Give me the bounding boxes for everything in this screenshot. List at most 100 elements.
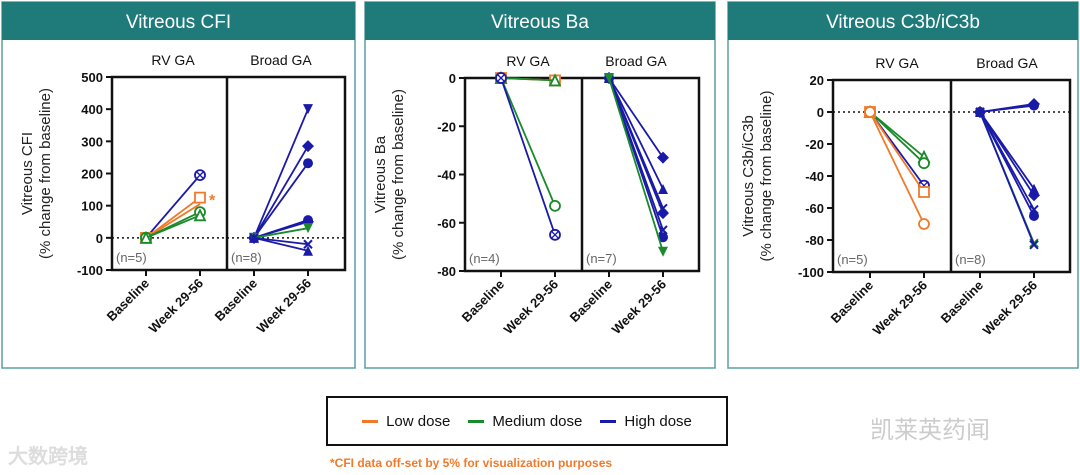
plot-area [110,75,347,272]
marker-dot [658,232,668,243]
marker-cross [551,231,559,239]
data-series [249,232,313,256]
legend-swatch-low [362,419,379,423]
data-series [145,203,201,239]
series-line [253,162,309,239]
y-tick-label: -80 [437,264,456,279]
marker-x [303,239,313,249]
data-series [604,73,668,257]
series-line [608,77,664,159]
marker-diamond [657,151,669,164]
y-axis-label: Vitreous CFI [19,132,36,215]
y-tick-label: -60 [437,216,456,231]
marker-triangle [548,73,562,87]
data-series [139,208,207,244]
y-tick-label: 100 [81,199,103,214]
group-label: Broad GA [976,55,1038,71]
marker-diamond [1028,189,1040,202]
marker-diamond [302,140,314,153]
watermark-right: 凯莱英药闻 [870,417,990,444]
y-axis-label: Vitreous C3b/iC3b [740,115,757,236]
series-line [253,108,309,239]
series-line [145,174,201,239]
legend-label: Medium dose [492,412,583,430]
data-series [975,107,1039,250]
series-line [869,111,925,225]
panel-frame [1,1,356,369]
panel-frame [364,1,716,369]
panel-header [2,2,355,40]
chart-title: Vitreous C3b/iC3b [826,12,980,33]
footnote: *CFI data off-set by 5% for visualizatio… [330,456,613,470]
series-line [253,236,309,246]
marker-cross [196,171,204,179]
legend-label: Low dose [386,412,451,430]
legend-swatch-medium [468,419,485,423]
marker-circle [864,106,876,118]
marker-x [1029,240,1039,250]
marker-dot [1029,100,1039,111]
y-tick-label: 200 [81,167,103,182]
y-tick-label: 400 [81,102,103,117]
y-tick-label: -100 [77,263,103,278]
y-axis-label-units: (% change from baseline) [758,91,775,262]
marker-triangle-filled [658,183,668,194]
series-line [500,77,556,236]
marker-triangle [193,208,207,222]
marker-triangle-down [303,104,313,115]
y-tick-label: 0 [449,71,456,86]
series-line [253,236,309,252]
series-line [253,227,309,239]
series-line [869,111,925,193]
group-label: Broad GA [250,52,312,68]
watermark-left: 大数跨境 [8,446,88,468]
group-label: RV GA [506,53,550,69]
panel-header [365,2,715,40]
series-line [500,77,556,82]
y-tick-label: -20 [437,119,456,134]
marker-triangle-down [303,223,313,234]
sample-size: (n=5) [837,252,868,267]
series-line [869,111,925,164]
group-label: RV GA [875,55,919,71]
charts: Vitreous CFI Vitreous CFI (% change from b… [1,1,1079,369]
marker-triangle [139,230,153,244]
legend: Low dose Medium dose High dose [326,396,728,446]
legend-high: High dose [600,413,692,430]
y-tick-label: 0 [96,231,103,246]
series-line [145,196,201,239]
marker-circle [918,218,930,230]
marker-triangle-down [604,73,614,83]
series-line [608,77,664,214]
marker-cross [497,74,505,82]
series-line [253,145,309,239]
series-line [979,104,1035,113]
y-axis-label-units: (% change from baseline) [390,89,407,260]
series-line [979,111,1035,196]
series-line [145,203,201,239]
chart-title: Vitreous Ba [491,12,589,33]
marker-square [194,191,206,204]
marker-square [918,186,930,198]
offset-annotation: * [209,193,216,210]
y-tick-label: -40 [805,169,824,184]
marker-dot [303,158,313,169]
y-tick-label: -100 [798,265,824,280]
marker-triangle-filled [303,245,313,256]
marker-circle [918,157,930,170]
group-label: Broad GA [605,53,667,69]
series-line [979,111,1035,217]
sample-size: (n=4) [469,251,500,266]
marker-diamond [657,207,669,220]
y-tick-label: 20 [810,73,824,88]
chart-title: Vitreous CFI [126,12,231,33]
y-tick-label: -40 [437,168,456,183]
group-label: RV GA [151,52,195,68]
series-line [145,214,201,239]
y-tick-label: 0 [817,105,824,120]
series-line [253,220,309,239]
marker-circle [549,199,561,212]
